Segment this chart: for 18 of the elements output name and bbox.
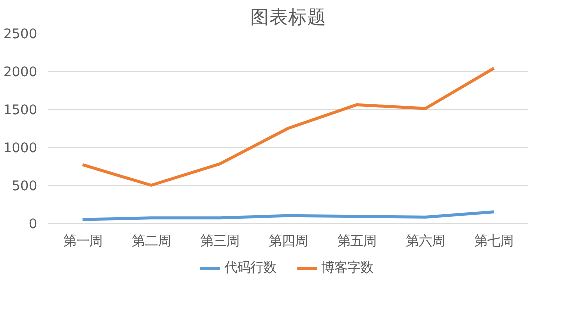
legend-label: 博客字数 <box>322 260 374 277</box>
line-series <box>81 210 496 222</box>
x-tick-label: 第四周 <box>269 234 308 250</box>
y-tick-label: 500 <box>12 180 38 194</box>
x-tick-label: 第一周 <box>63 234 102 250</box>
legend-label: 代码行数 <box>224 260 276 277</box>
y-tick-label: 1500 <box>4 104 38 118</box>
x-tick-label: 第七周 <box>474 234 514 250</box>
y-tick-label: 1000 <box>4 142 38 156</box>
x-tick-label: 第五周 <box>338 234 377 250</box>
line-series <box>81 66 496 187</box>
y-tick-label: 2500 <box>4 28 38 42</box>
y-tick-label: 2000 <box>4 66 38 80</box>
x-tick-label: 第六周 <box>406 234 446 250</box>
x-tick-label: 第三周 <box>200 234 240 250</box>
x-tick-label: 第二周 <box>132 234 171 250</box>
y-tick-label: 0 <box>29 218 38 232</box>
chart-title: 图表标题 <box>250 8 326 28</box>
